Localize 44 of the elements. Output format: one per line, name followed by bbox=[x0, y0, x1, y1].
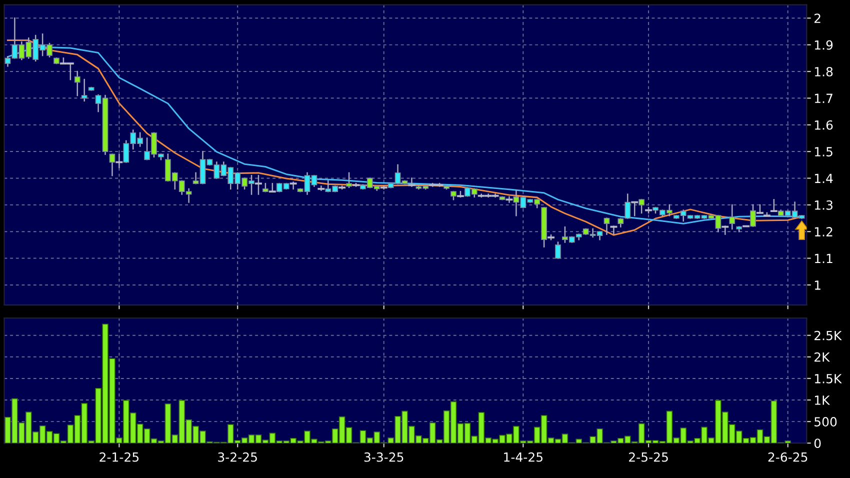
x-tick-label: 2-1-25 bbox=[100, 452, 138, 462]
y-tick-label: 1.6 bbox=[814, 120, 833, 130]
candlestick bbox=[380, 186, 388, 190]
y-tick-label: 1.7 bbox=[814, 94, 832, 103]
x-tick-label: 3-2-25 bbox=[218, 452, 257, 462]
y-tick-label: 1.1 bbox=[814, 254, 832, 264]
y-tick-label: 1K bbox=[814, 396, 830, 405]
y-tick-label: 2 bbox=[814, 14, 820, 23]
candlestick bbox=[74, 70, 80, 96]
candlestick bbox=[555, 242, 561, 259]
candlestick bbox=[290, 182, 297, 190]
candlestick bbox=[750, 204, 756, 227]
y-tick-label: 500 bbox=[814, 417, 837, 426]
candlestick bbox=[116, 154, 123, 168]
x-tick-label: 3-3-25 bbox=[364, 452, 404, 462]
y-tick-label: 1.2 bbox=[814, 227, 832, 236]
candlestick bbox=[81, 78, 88, 102]
candlestick bbox=[255, 174, 262, 195]
y-tick-label: 1.4 bbox=[814, 174, 833, 183]
candlestick bbox=[770, 198, 778, 212]
candlestick bbox=[109, 154, 116, 176]
y-tick-label: 1.3 bbox=[814, 200, 832, 210]
y-tick-label: 1.5K bbox=[814, 374, 842, 384]
candlestick bbox=[408, 178, 416, 187]
y-tick-label: 1.8 bbox=[814, 66, 833, 76]
candlestick bbox=[638, 198, 644, 214]
x-tick-label: 1-4-25 bbox=[504, 452, 542, 462]
y-tick-label: 2K bbox=[814, 352, 830, 362]
candlestick bbox=[346, 172, 352, 188]
y-tick-label: 2.5K bbox=[814, 330, 842, 340]
x-tick-label: 2-5-25 bbox=[629, 452, 668, 462]
y-tick-label: 1 bbox=[814, 280, 820, 290]
candlestick bbox=[729, 204, 736, 230]
y-tick-label: 1.9 bbox=[814, 40, 833, 50]
candlestick bbox=[604, 218, 610, 235]
candlestick bbox=[722, 226, 729, 235]
y-tick-label: 1.5 bbox=[814, 147, 832, 156]
x-tick-label: 2-6-25 bbox=[768, 452, 808, 462]
candlestick bbox=[610, 226, 618, 235]
candlestick bbox=[318, 186, 325, 191]
y-tick-label: 0 bbox=[814, 438, 821, 448]
candlestick bbox=[506, 196, 513, 203]
candlestick bbox=[624, 194, 631, 219]
candlestick bbox=[631, 201, 638, 216]
